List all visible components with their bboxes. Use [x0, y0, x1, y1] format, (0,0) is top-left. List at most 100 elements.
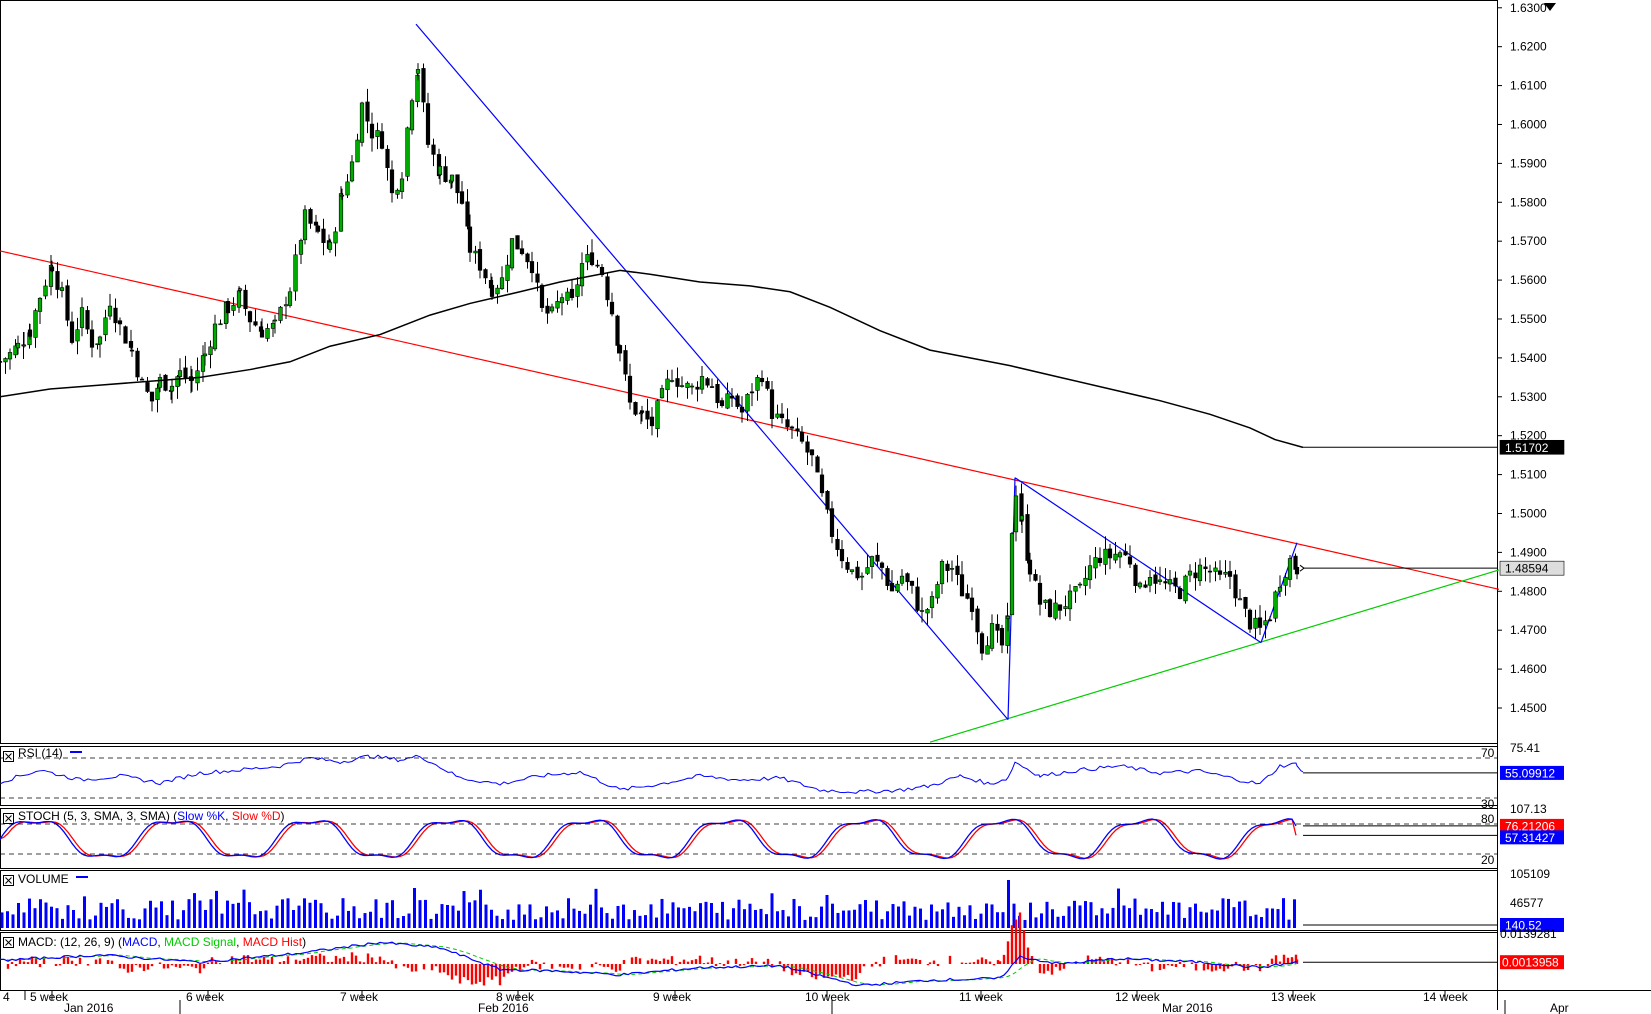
volume-bar [864, 900, 867, 928]
candle-body [815, 456, 820, 473]
macd-hist-bar [234, 959, 238, 964]
candle-body [1127, 556, 1133, 565]
macd-hist-bar [54, 964, 58, 966]
macd-hist-bar [996, 960, 1000, 964]
candle-body [212, 323, 218, 350]
volume-bar [798, 906, 801, 928]
candle-body [579, 263, 585, 287]
macd-hist-bar [960, 962, 964, 964]
macd-hist-bar [882, 956, 886, 964]
volume-bar [1221, 898, 1225, 928]
pane-close-icons[interactable] [3, 751, 14, 948]
volume-bar [622, 904, 625, 928]
volume-bar [605, 913, 609, 928]
macd-hist-bar [38, 964, 42, 968]
macd-hist-bar [382, 960, 386, 964]
volume-pane[interactable]: VOLUME [0, 872, 1297, 928]
macd-hist-bar [270, 956, 274, 964]
candle-body [855, 566, 860, 579]
volume-bar [743, 909, 746, 928]
volume-bar [831, 903, 834, 928]
volume-bar [1172, 901, 1175, 928]
macd-scale-label: 0.0139281 [1500, 927, 1557, 941]
candle-body [21, 344, 27, 347]
macd-hist-bar [1178, 961, 1182, 964]
volume-bar [1282, 898, 1285, 928]
volume-scale-label: 46577 [1510, 896, 1544, 910]
macd-hist-bar [766, 958, 770, 964]
candle-body [1047, 599, 1053, 618]
price-tick-label: 1.6100 [1510, 79, 1547, 93]
candle-body [675, 378, 680, 387]
macd-hist-bar [1022, 930, 1026, 964]
moving-average-line [0, 269, 1304, 449]
macd-hist-bar [658, 961, 662, 964]
volume-bar [886, 911, 889, 928]
candle-body [975, 608, 980, 633]
volume-bar [424, 899, 427, 928]
macd-hist-bar [1050, 964, 1054, 975]
volume-bar [1227, 898, 1230, 928]
candle-body [107, 305, 113, 317]
macd-hist-bar [278, 962, 282, 964]
volume-bar [451, 905, 455, 928]
candle-body [75, 329, 80, 342]
volume-bar [50, 906, 53, 928]
candle-body [929, 596, 935, 608]
volume-bar [506, 909, 510, 928]
candle-body [1043, 599, 1048, 603]
volume-bar [1183, 917, 1186, 928]
candle-body [749, 391, 755, 394]
price-tick-label: 1.4700 [1510, 623, 1547, 637]
volume-bar [963, 915, 966, 928]
candle-body [1183, 575, 1188, 602]
candle-body [345, 181, 350, 196]
volume-bar [132, 918, 136, 928]
macd-hist-bar [1086, 955, 1090, 964]
candle-body [157, 377, 163, 388]
candle-body [155, 387, 160, 400]
stoch-pane[interactable]: STOCH (5, 3, SMA, 3, SMA) (Slow %K, Slow… [0, 809, 1497, 867]
candle-body [959, 574, 965, 597]
volume-bar [1265, 908, 1269, 928]
candle-body [1263, 620, 1268, 626]
candle-body [1027, 559, 1033, 575]
candle-body [1009, 533, 1015, 616]
price-tick-label: 1.5000 [1510, 506, 1547, 520]
macd-hist-bar [138, 964, 142, 968]
macd-hist-bar [614, 964, 618, 972]
macd-hist-bar [1166, 964, 1170, 966]
week-label: 12 week [1115, 990, 1161, 1004]
price-tick-label: 1.6000 [1510, 117, 1547, 131]
candle-body [399, 178, 405, 192]
macd-hist-bar [998, 961, 1002, 964]
macd-hist-bar [158, 962, 162, 964]
macd-hist-bar [968, 962, 972, 964]
candle-body [1093, 557, 1098, 569]
volume-bar [160, 901, 163, 928]
volume-bar [358, 918, 361, 928]
trendline [415, 23, 1009, 721]
price-axis: 1.6300 1.6200 1.6100 1.6000 1.5900 1.5800 1.57… [1299, 1, 1565, 970]
volume-bars [0, 880, 1296, 928]
macd-hist-bar [854, 964, 858, 980]
macd-pane[interactable]: MACD: (12, 26, 9) (MACD, MACD Signal, MA… [0, 912, 1299, 987]
macd-hist-bar [390, 960, 394, 964]
macd-hist-bar [534, 961, 538, 964]
candle-body [775, 413, 780, 418]
macd-hist-bar [1138, 964, 1142, 965]
macd-hist-bar [70, 960, 74, 964]
stoch-level-label: 20 [1481, 853, 1495, 867]
macd-hist-bar [134, 964, 138, 966]
macd-hist-bar [710, 957, 714, 964]
price-pane[interactable] [0, 23, 1500, 743]
scroll-marker-icon[interactable] [1544, 3, 1556, 11]
candle-body [705, 378, 710, 386]
macd-hist-bar [434, 964, 438, 967]
candle-body [1057, 604, 1063, 611]
rsi-pane[interactable]: RSI (14) 70 30 [0, 746, 1497, 811]
candle-body [236, 290, 242, 308]
week-label: 6 week [186, 990, 225, 1004]
macd-hist-bar [490, 964, 494, 980]
macd-hist-bar [238, 961, 242, 964]
